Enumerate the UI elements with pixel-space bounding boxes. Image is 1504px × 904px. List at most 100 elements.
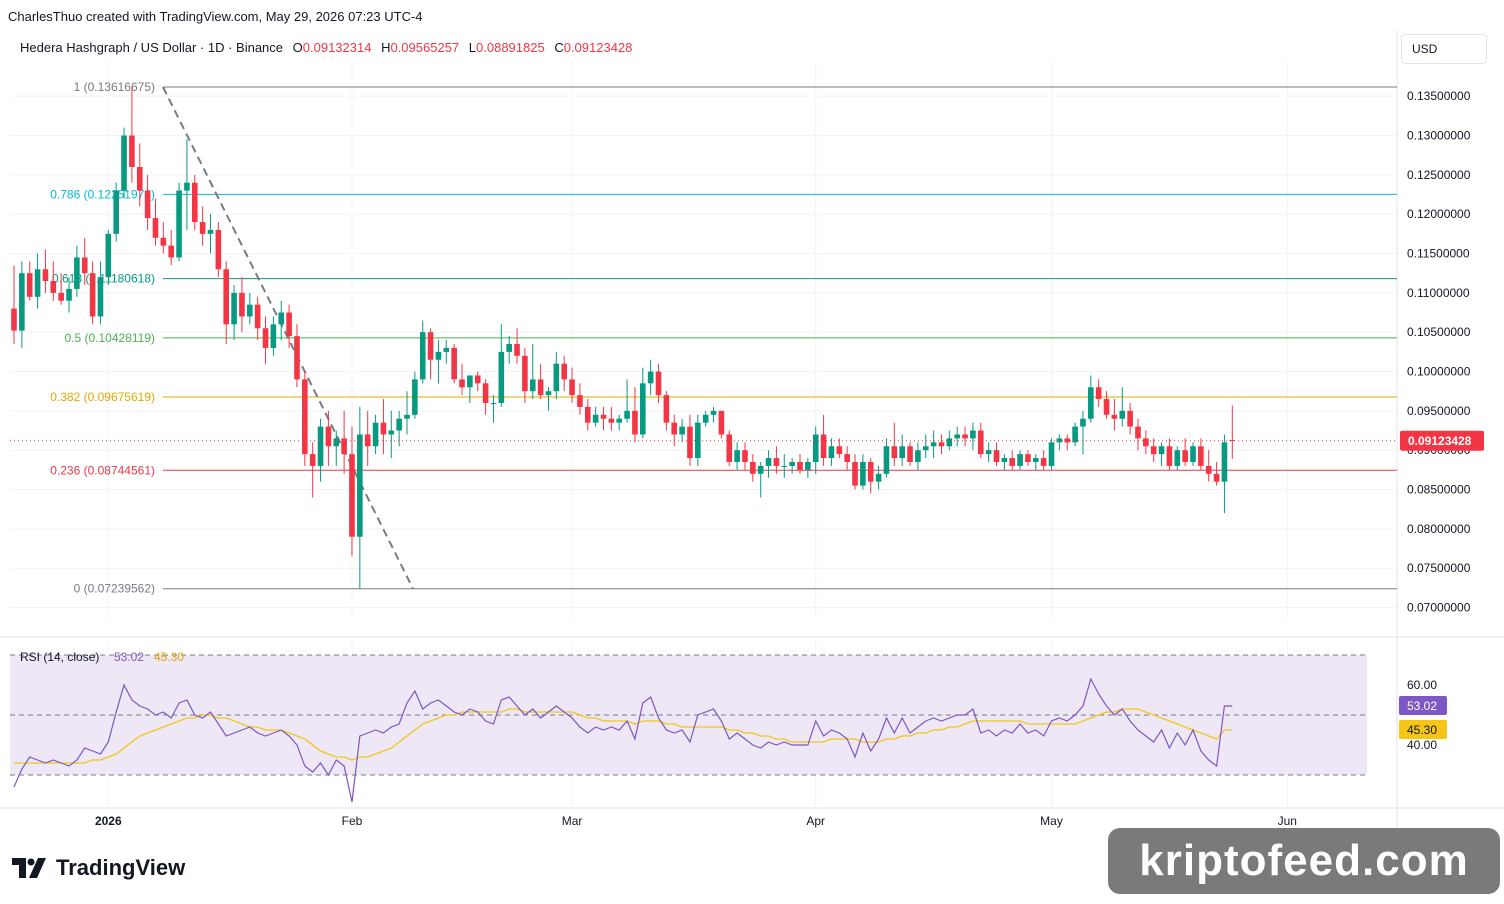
fibonacci-retracement: 1 (0.13616675) 0.786 (0.12251974) 0.618 (0… [50, 80, 1397, 596]
candle-body [160, 237, 167, 246]
price-tick-label: 0.09500000 [1407, 404, 1471, 418]
symbol-title[interactable]: Hedera Hashgraph / US Dollar · 1D · Bina… [20, 40, 284, 55]
candle-body [1033, 458, 1039, 463]
rsi-line [13, 677, 1233, 803]
candle-body [42, 269, 49, 282]
candle-body [262, 328, 269, 348]
candle-body [231, 292, 237, 325]
candle-body [1001, 458, 1008, 463]
candle-body [1158, 446, 1165, 455]
candle-body [970, 430, 976, 439]
candle-body [600, 414, 607, 419]
candle-body [97, 277, 104, 317]
price-tick-label: 0.09000000 [1407, 443, 1471, 457]
fib-level-label: 0.5 (0.10428119) [64, 331, 155, 345]
candle-body [891, 446, 898, 459]
candlestick-series [10, 86, 1397, 589]
time-tick-label: Mar [562, 814, 583, 828]
candle-body [129, 135, 135, 167]
candle-body [577, 395, 583, 407]
candle-body [490, 402, 497, 404]
price-tick-label: 0.11000000 [1407, 286, 1470, 300]
rsi-ma-value-label: 45.30 [1407, 723, 1437, 737]
fib-level-label: 0.786 (0.12251974) [50, 187, 155, 201]
candle-body [412, 379, 418, 415]
price-tick-label: 0.13000000 [1407, 129, 1471, 143]
candle-body [632, 410, 638, 435]
time-tick-label: Feb [342, 814, 363, 828]
candle-body [81, 257, 88, 274]
candle-body [875, 473, 882, 482]
candle-body [427, 332, 434, 360]
candle-body [938, 442, 945, 447]
candle-body [820, 434, 827, 459]
high-label: H [381, 40, 391, 55]
candle-body [294, 336, 300, 380]
fib-level-label: 0.618 (0.11180618) [52, 272, 155, 286]
price-tick-label: 0.08500000 [1407, 483, 1471, 497]
price-tick-label: 0.11500000 [1407, 247, 1470, 261]
candle-body [325, 426, 332, 447]
tradingview-logo-text: TradingView [56, 855, 186, 880]
candle-body [396, 418, 402, 431]
candle-body [286, 312, 292, 337]
time-axis[interactable]: 2026 Feb Mar Apr May Jun [0, 807, 1504, 828]
candle-body [569, 379, 575, 396]
candle-body [922, 446, 929, 451]
fib-level-label: 0.382 (0.09675619) [50, 390, 155, 404]
tradingview-logo[interactable]: TradingView [12, 855, 185, 881]
candle-body [930, 442, 937, 447]
candle-body [789, 462, 795, 466]
rsi-value-tag [1399, 696, 1447, 715]
candle-body [11, 308, 17, 331]
close-label: C [554, 40, 564, 55]
candle-body [239, 292, 245, 317]
candle-body [372, 422, 379, 447]
candle-body [742, 450, 748, 463]
fib-level-label: 0.236 (0.08744561) [50, 463, 155, 477]
rsi-ma-legend-value: 45.30 [154, 650, 184, 664]
time-tick-label: 2026 [95, 814, 122, 828]
candle-body [89, 273, 96, 317]
candle-body [899, 446, 905, 459]
candle-body [113, 190, 119, 234]
candle-body [750, 462, 756, 474]
candle-body [1182, 450, 1188, 463]
candle-body [1127, 410, 1133, 427]
candle-body [1056, 438, 1063, 443]
candle-body [199, 222, 206, 234]
candle-body [1111, 414, 1118, 419]
fib-level-label: 0 (0.07239562) [74, 582, 155, 596]
candle-body [26, 273, 33, 297]
candle-body [223, 269, 230, 325]
candle-body [836, 446, 843, 455]
candle-body [545, 391, 552, 396]
price-tick-label: 0.10500000 [1407, 325, 1471, 339]
candle-body [1190, 446, 1196, 463]
currency-button[interactable]: USD [1401, 34, 1487, 64]
candle-body [765, 458, 772, 466]
candle-body [1048, 442, 1055, 466]
price-axis[interactable]: 0.13500000 0.13000000 0.12500000 0.12000000… [1400, 89, 1484, 615]
fib-level-label: 1 (0.13616675) [74, 80, 155, 94]
time-tick-label: May [1040, 814, 1063, 828]
price-tick-label: 0.12500000 [1407, 168, 1471, 182]
candle-body [561, 363, 567, 380]
candle-body [616, 418, 623, 423]
candle-body [302, 379, 308, 455]
candle-body [254, 304, 261, 329]
candle-body [1088, 387, 1094, 419]
candle-body [247, 304, 253, 317]
candle-body [679, 426, 685, 435]
close-value: 0.09123428 [563, 40, 633, 55]
candle-body [647, 371, 654, 384]
candle-body [152, 218, 159, 238]
candle-body [498, 351, 505, 403]
rsi-title: RSI (14, close) [20, 650, 99, 664]
candle-body [121, 135, 127, 191]
candle-body [781, 465, 788, 467]
candle-body [1135, 426, 1141, 439]
high-value: 0.09565257 [390, 40, 460, 55]
